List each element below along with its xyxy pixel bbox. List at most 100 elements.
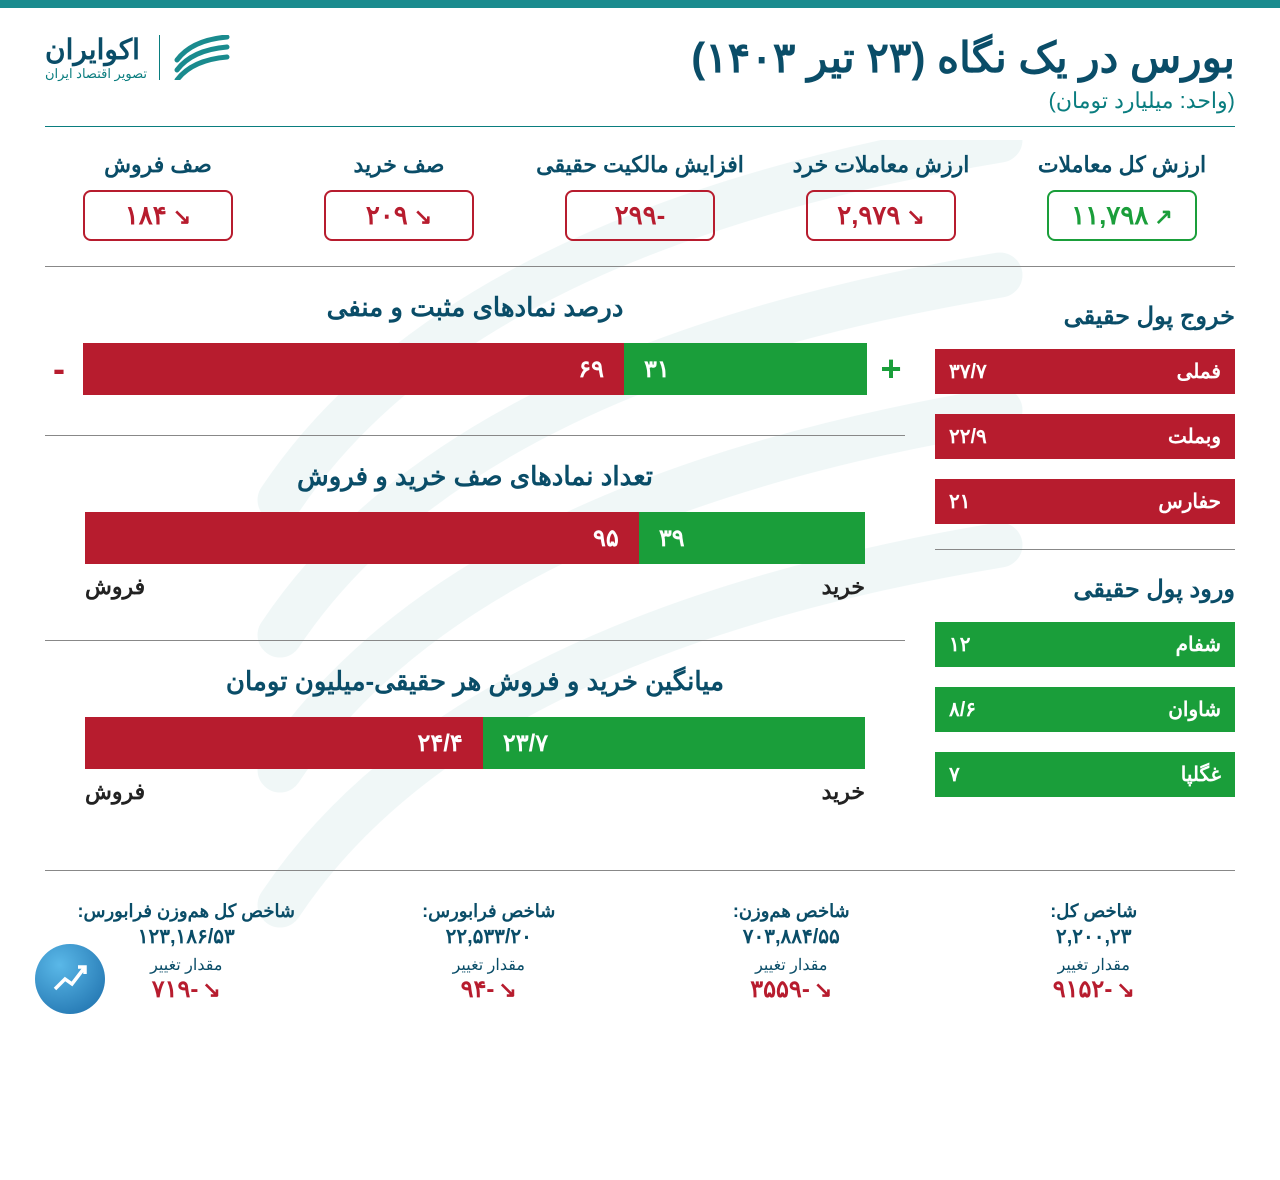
symbol-name: فملی (1177, 359, 1221, 384)
metric-value: ۱۱,۷۹۸ (1071, 200, 1148, 231)
negative-segment: ۲۴/۴ (85, 717, 483, 769)
chart-section: تعداد نمادهای صف خرید و فروش ۳۹ ۹۵ خریدف… (45, 461, 905, 600)
divider (45, 870, 1235, 871)
change-label: مقدار تغییر (953, 955, 1236, 975)
index-title: شاخص هم‌وزن: (650, 901, 933, 922)
metric-label: افزایش مالکیت حقیقی (527, 152, 753, 178)
flow-bar-item: حفارس ۲۱ (935, 479, 1235, 524)
arrow-up-icon (1154, 200, 1172, 231)
buy-label: خرید (822, 779, 865, 805)
unit-subtitle: (واحد: میلیارد تومان) (691, 88, 1235, 114)
arrow-down-icon (173, 200, 191, 231)
flow-bar-item: وبملت ۲۲/۹ (935, 414, 1235, 459)
logo-icon (172, 35, 232, 80)
chart-section: درصد نمادهای مثبت و منفی + ۳۱ ۶۹ - (45, 292, 905, 395)
symbol-value: ۳۷/۷ (949, 359, 987, 384)
metric-value: -۲۹۹ (615, 200, 666, 231)
top-accent-bar (0, 0, 1280, 8)
negative-segment: ۹۵ (85, 512, 639, 564)
flow-bar-item: فملی ۳۷/۷ (935, 349, 1235, 394)
index-value: ۲۲,۵۳۳/۲۰ (348, 924, 631, 949)
outflow-title: خروج پول حقیقی (935, 302, 1235, 331)
metric-label: ارزش معاملات خرد (768, 152, 994, 178)
symbol-value: ۲۲/۹ (949, 424, 987, 449)
chart-section: میانگین خرید و فروش هر حقیقی-میلیون توما… (45, 666, 905, 805)
index-item: شاخص هم‌وزن: ۷۰۳,۸۸۴/۵۵ مقدار تغییر -۳۵۵… (650, 901, 933, 1004)
divider (45, 266, 1235, 267)
metric-value: ۲۰۹ (366, 200, 408, 231)
change-label: مقدار تغییر (650, 955, 933, 975)
metric-card: صف خرید ۲۰۹ (286, 152, 512, 241)
arrow-down-icon (498, 976, 516, 1004)
symbol-name: شاوان (1168, 697, 1221, 722)
brand-logo: اکوایران تصویر اقتصاد ایران (45, 33, 232, 82)
footer-indices: شاخص کل: ۲,۲۰۰,۲۳ مقدار تغییر -۹۱۵۲شاخص … (45, 901, 1235, 1004)
sell-label: فروش (85, 779, 145, 805)
index-item: شاخص کل: ۲,۲۰۰,۲۳ مقدار تغییر -۹۱۵۲ (953, 901, 1236, 1004)
inflow-title: ورود پول حقیقی (935, 575, 1235, 604)
metrics-row: ارزش کل معاملات ۱۱,۷۹۸ارزش معاملات خرد ۲… (45, 152, 1235, 241)
chart-title: میانگین خرید و فروش هر حقیقی-میلیون توما… (45, 666, 905, 697)
split-bar: + ۳۱ ۶۹ - (45, 343, 905, 395)
bar-labels: خرید فروش (45, 574, 905, 600)
arrow-down-icon (414, 200, 432, 231)
symbol-name: شفام (1176, 632, 1221, 657)
page-title: بورس در یک نگاه (۲۳ تیر ۱۴۰۳) (691, 33, 1235, 82)
bar-labels: خرید فروش (45, 779, 905, 805)
flow-bar-item: غگلپا۷ (935, 752, 1235, 797)
metric-card: افزایش مالکیت حقیقی -۲۹۹ (527, 152, 753, 241)
chart-title: درصد نمادهای مثبت و منفی (45, 292, 905, 323)
header-divider (45, 126, 1235, 127)
buy-label: خرید (822, 574, 865, 600)
metric-card: صف فروش ۱۸۴ (45, 152, 271, 241)
index-value: ۱۲۳,۱۸۶/۵۳ (45, 924, 328, 949)
index-value: ۷۰۳,۸۸۴/۵۵ (650, 924, 933, 949)
index-change: -۷۱۹ (152, 975, 221, 1004)
flow-bar-item: شاوان ۸/۶ (935, 687, 1235, 732)
arrow-down-icon (1116, 976, 1134, 1004)
metric-value: ۱۸۴ (125, 200, 167, 231)
flow-bar-item: شفام ۱۲ (935, 622, 1235, 667)
metric-value-box: -۲۹۹ (565, 190, 715, 241)
arrow-down-icon (814, 976, 832, 1004)
sell-label: فروش (85, 574, 145, 600)
right-column: خروج پول حقیقی فملی۳۷/۷وبملت۲۲/۹حفارس۲۱ … (935, 292, 1235, 845)
index-value: ۲,۲۰۰,۲۳ (953, 924, 1236, 949)
divider (45, 435, 905, 436)
index-change: -۹۱۵۲ (1053, 975, 1135, 1004)
metric-label: صف فروش (45, 152, 271, 178)
minus-icon: - (45, 348, 73, 390)
metric-label: صف خرید (286, 152, 512, 178)
divider (935, 549, 1235, 550)
symbol-value: ۱۲ (949, 632, 970, 657)
negative-segment: ۶۹ (83, 343, 624, 395)
header: بورس در یک نگاه (۲۳ تیر ۱۴۰۳) (واحد: میل… (45, 33, 1235, 114)
chart-badge-icon (35, 944, 105, 1014)
index-item: شاخص فرابورس: ۲۲,۵۳۳/۲۰ مقدار تغییر -۹۴ (348, 901, 631, 1004)
positive-segment: ۳۹ (639, 512, 865, 564)
logo-name: اکوایران (45, 33, 147, 66)
arrow-down-icon (906, 200, 924, 231)
index-title: شاخص کل هم‌وزن فرابورس: (45, 901, 328, 922)
plus-icon: + (877, 348, 905, 390)
logo-tagline: تصویر اقتصاد ایران (45, 66, 147, 82)
change-label: مقدار تغییر (348, 955, 631, 975)
positive-segment: ۳۱ (624, 343, 867, 395)
metric-card: ارزش کل معاملات ۱۱,۷۹۸ (1009, 152, 1235, 241)
index-title: شاخص کل: (953, 901, 1236, 922)
symbol-name: غگلپا (1181, 762, 1221, 787)
index-title: شاخص فرابورس: (348, 901, 631, 922)
metric-value-box: ۱۱,۷۹۸ (1047, 190, 1197, 241)
positive-segment: ۲۳/۷ (483, 717, 865, 769)
symbol-value: ۲۱ (949, 489, 970, 514)
symbol-name: حفارس (1158, 489, 1221, 514)
split-bar: ۲۳/۷ ۲۴/۴ (45, 717, 905, 769)
symbol-value: ۸/۶ (949, 697, 976, 722)
metric-label: ارزش کل معاملات (1009, 152, 1235, 178)
metric-value: ۲,۹۷۹ (837, 200, 900, 231)
metric-value-box: ۲,۹۷۹ (806, 190, 956, 241)
symbol-name: وبملت (1168, 424, 1221, 449)
divider (45, 640, 905, 641)
metric-card: ارزش معاملات خرد ۲,۹۷۹ (768, 152, 994, 241)
charts-column: درصد نمادهای مثبت و منفی + ۳۱ ۶۹ - تعداد… (45, 292, 905, 845)
